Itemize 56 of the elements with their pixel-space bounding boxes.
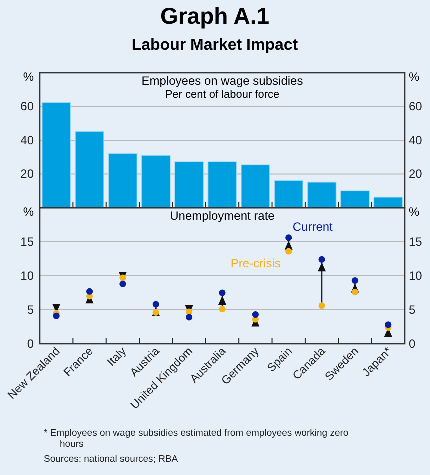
text: Graph A.1 [160, 3, 270, 29]
y2-axis-title: % [409, 205, 420, 219]
bar [174, 162, 204, 208]
text: * Employees on wage subsidies estimated from employees working zero hours [44, 428, 349, 450]
bar [241, 164, 270, 208]
point [120, 274, 126, 282]
series-label: Pre-crisis [230, 256, 281, 271]
y-axis-title: % [23, 205, 34, 219]
y2-tick-label: 40 [409, 133, 423, 148]
bar [208, 162, 238, 208]
y-axis-title: % [23, 70, 34, 84]
y2-tick-label: 10 [409, 268, 423, 283]
y2-axis-title: % [409, 70, 420, 84]
bar [274, 180, 304, 208]
point [86, 288, 94, 295]
y-tick-label: 10 [20, 268, 34, 283]
point [352, 277, 359, 284]
y2-tick-label: 5 [409, 302, 416, 317]
point [186, 308, 193, 316]
series-label: Current [292, 220, 334, 234]
point [53, 312, 60, 320]
text: Labour Market Impact [132, 37, 299, 54]
point [286, 234, 292, 242]
bar [307, 182, 337, 208]
chart-title: Employees on wage subsidies [142, 74, 304, 88]
point [318, 256, 326, 263]
y2-tick-label: 20 [409, 167, 423, 182]
bar [75, 131, 104, 208]
point [252, 311, 259, 318]
y-tick-label: 0 [27, 336, 34, 351]
y-tick-label: 15 [20, 234, 34, 249]
point [318, 302, 326, 310]
y2-tick-label: 0 [409, 336, 416, 351]
x-tick-label: Italy [106, 345, 130, 370]
point [385, 322, 392, 328]
point [219, 306, 226, 313]
y-tick-label: 20 [20, 167, 34, 182]
y-tick-label: 60 [20, 100, 34, 114]
source-note: Sources: national sources; RBA [44, 454, 179, 465]
bar [108, 153, 138, 208]
bar [374, 196, 404, 208]
y2-tick-label: 15 [409, 234, 423, 249]
point [286, 248, 292, 255]
bar [141, 155, 171, 208]
point [186, 314, 193, 321]
y-tick-label: 5 [27, 302, 34, 317]
point [352, 289, 359, 296]
point [219, 290, 226, 296]
bar [340, 190, 370, 208]
bar [42, 102, 72, 208]
y-tick-label: 40 [20, 133, 34, 148]
point [120, 280, 126, 288]
point [152, 301, 160, 308]
chart-title: Unemployment rate [170, 209, 276, 223]
text: Per cent of labour force [165, 89, 280, 101]
y2-tick-label: 60 [409, 100, 423, 114]
